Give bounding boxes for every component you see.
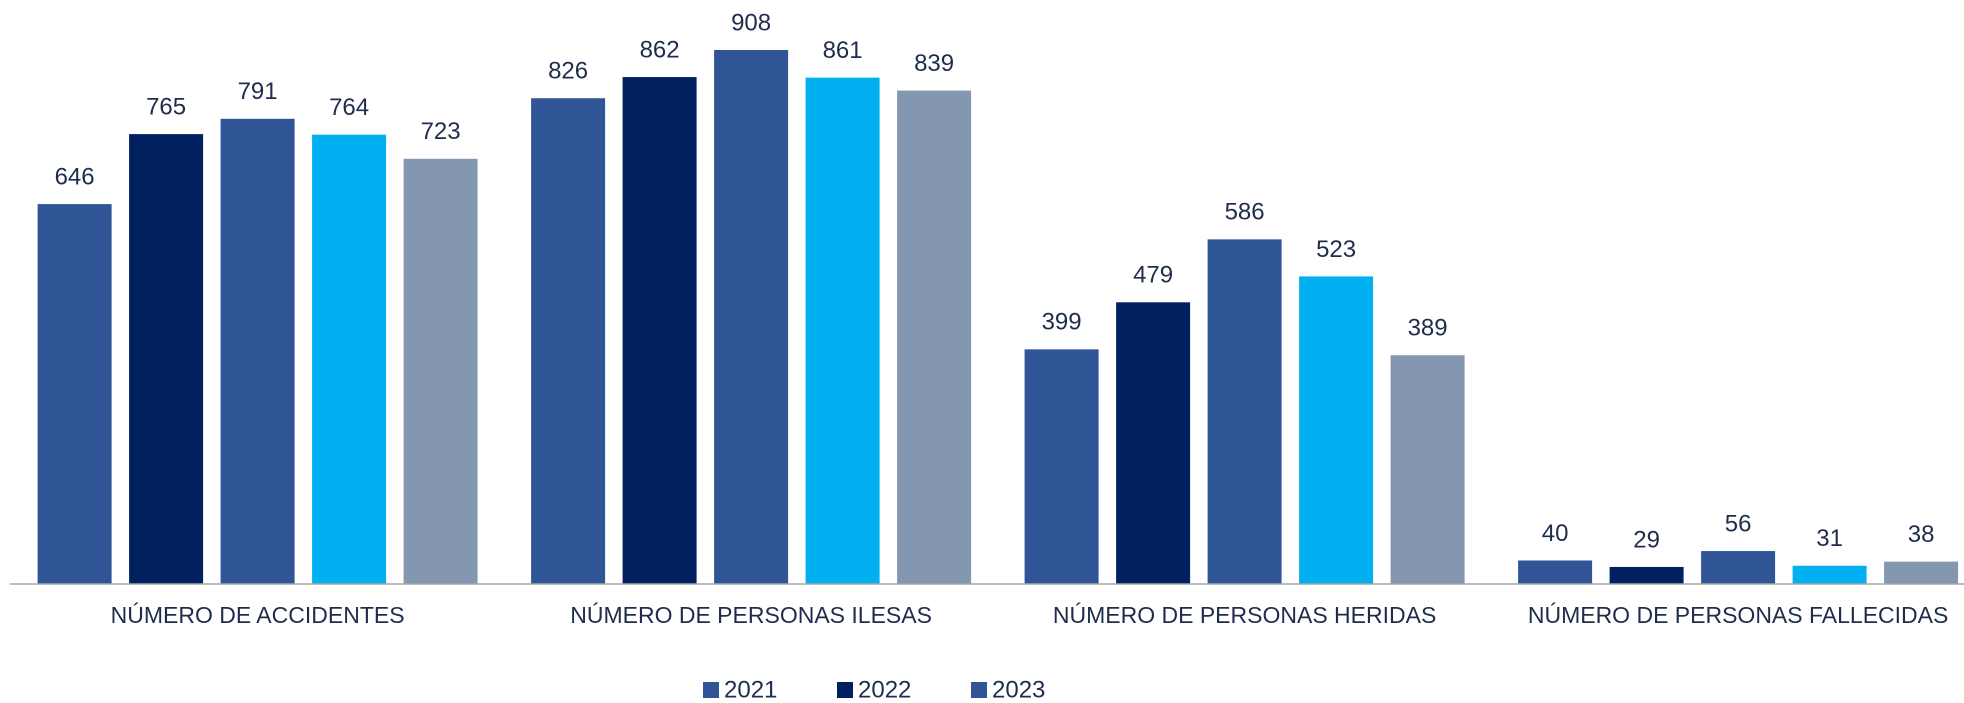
value-label: 523 — [1316, 236, 1356, 263]
legend-swatch — [971, 682, 987, 698]
bar — [531, 98, 606, 584]
bar — [1518, 560, 1593, 584]
bar — [1390, 355, 1465, 584]
bar — [1299, 276, 1374, 584]
bar — [1884, 561, 1959, 584]
value-label: 826 — [548, 58, 588, 85]
legend-label: 2022 — [858, 676, 911, 703]
value-label: 38 — [1908, 521, 1935, 548]
value-label: 861 — [823, 37, 863, 64]
value-label: 389 — [1408, 315, 1448, 342]
value-label: 646 — [55, 163, 95, 190]
value-label: 765 — [146, 93, 186, 120]
value-label: 56 — [1725, 510, 1752, 537]
bar — [622, 77, 697, 585]
value-label: 479 — [1133, 262, 1173, 289]
bar — [37, 204, 112, 585]
x-tick-label: NÚMERO DE PERSONAS HERIDAS — [1053, 602, 1436, 628]
bar — [1116, 302, 1191, 584]
bar — [1609, 566, 1684, 584]
legend-label: 2023 — [992, 676, 1045, 703]
bar — [1024, 349, 1099, 584]
bar — [1207, 239, 1282, 584]
x-tick-label: NÚMERO DE ACCIDENTES — [111, 602, 405, 628]
bar — [403, 158, 478, 584]
bar — [1701, 551, 1776, 584]
legend-label: 2021 — [724, 676, 777, 703]
x-tick-label: NÚMERO DE PERSONAS FALLECIDAS — [1528, 602, 1949, 628]
value-label: 839 — [914, 50, 954, 77]
bar — [714, 50, 789, 584]
bar — [805, 77, 880, 585]
x-tick-label: NÚMERO DE PERSONAS ILESAS — [570, 602, 932, 628]
legend-swatch — [703, 682, 719, 698]
value-label: 862 — [640, 36, 680, 63]
value-label: 764 — [329, 94, 369, 121]
value-label: 399 — [1042, 309, 1082, 336]
value-label: 908 — [731, 9, 771, 36]
value-label: 40 — [1542, 520, 1569, 547]
value-label: 586 — [1225, 199, 1265, 226]
legend-swatch — [837, 682, 853, 698]
value-label: 791 — [238, 78, 278, 105]
bar — [220, 118, 295, 584]
value-label: 723 — [421, 118, 461, 145]
bar — [1792, 565, 1867, 584]
bar — [129, 134, 204, 584]
bar — [312, 134, 387, 584]
value-label: 29 — [1633, 526, 1660, 553]
bar — [897, 90, 972, 585]
value-label: 31 — [1816, 525, 1843, 552]
